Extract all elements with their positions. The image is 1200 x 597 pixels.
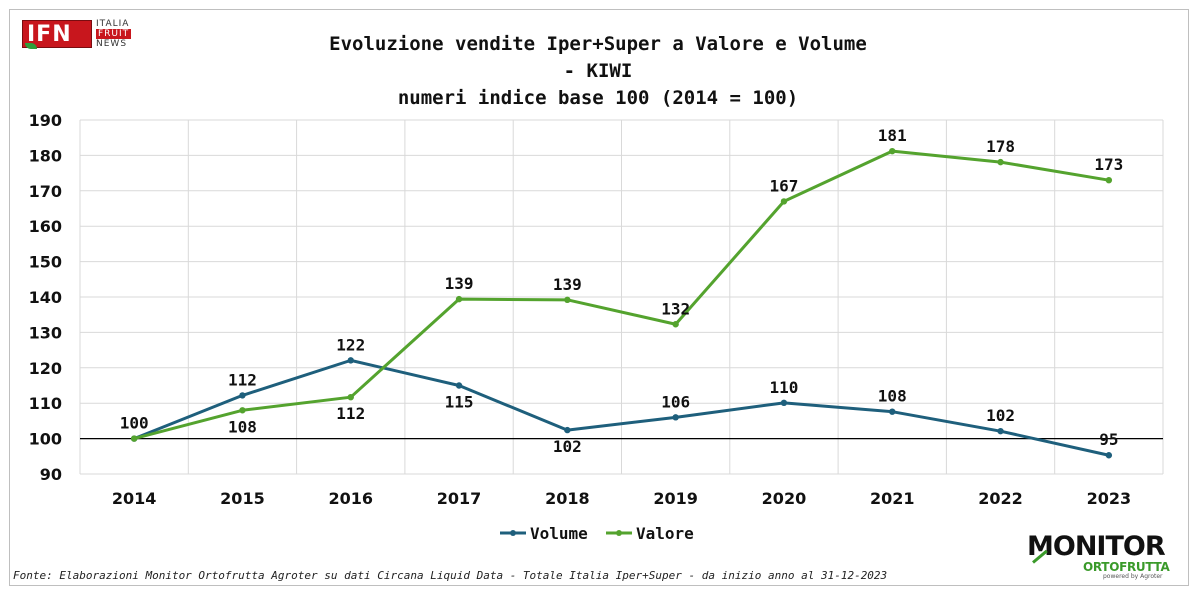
x-tick-label: 2020 [762,489,807,508]
x-tick-label: 2017 [437,489,482,508]
data-label-volume: 122 [336,335,365,354]
x-tick-label: 2015 [220,489,265,508]
data-label-valore: 139 [553,275,582,294]
x-tick-label: 2019 [653,489,698,508]
y-tick-label: 140 [29,288,62,307]
data-label-volume: 95 [1099,430,1118,449]
y-tick-label: 90 [40,465,62,484]
data-point-valore [997,158,1004,166]
y-tick-label: 180 [29,146,62,165]
source-note: Fonte: Elaborazioni Monitor Ortofrutta A… [13,569,888,582]
data-point-valore [889,147,896,155]
ifn-logo-news: NEWS [96,39,128,49]
data-point-volume [455,382,463,389]
data-point-valore [672,321,679,328]
monitor-logo-powered: powered by Agroter [1103,573,1163,580]
series-line-valore [133,149,1110,441]
monitor-logo-text: MONITOR [1027,531,1166,562]
data-label-valore: 178 [986,137,1015,156]
legend-marker-volume [510,530,516,536]
data-point-volume [672,414,679,421]
y-tick-label: 100 [29,430,62,449]
chart-title-line: numeri indice base 100 (2014 = 100) [398,87,798,109]
monitor-ortofrutta-logo: MONITOR ORTOFRUTTA powered by Agroter [1027,531,1187,583]
data-point-valore [780,198,788,205]
legend-label-volume: Volume [530,524,588,543]
chart-frame [9,9,1189,586]
data-point-valore [347,393,354,401]
x-tick-label: 2018 [545,489,590,508]
chart-title-line: - KIWI [564,60,633,82]
data-point-volume [889,408,896,415]
data-point-volume [780,399,788,407]
data-point-valore [130,435,138,442]
data-label-valore: 132 [661,299,690,318]
y-tick-label: 130 [29,323,62,342]
chart-grid [79,119,1164,475]
data-label-volume: 102 [986,406,1015,425]
data-label-volume: 100 [120,414,149,433]
data-point-volume [239,392,246,399]
series-line-volume [133,358,1110,457]
ifn-logo-fruit: FRUIT [96,29,132,39]
data-label-valore: 139 [445,274,474,293]
x-tick-label: 2023 [1087,489,1132,508]
y-tick-label: 120 [29,359,62,378]
data-label-valore: 181 [878,126,907,145]
ifn-logo-badge: IFN [22,20,92,49]
x-tick-label: 2016 [328,489,373,508]
x-tick-label: 2014 [112,489,157,508]
data-label-valore: 167 [769,176,798,195]
data-label-valore: 112 [336,404,365,423]
data-label-volume: 112 [228,370,257,389]
data-point-valore [1105,176,1113,184]
x-tick-label: 2021 [870,489,915,508]
monitor-logo-subtitle: ORTOFRUTTA [1083,560,1170,574]
ifn-logo-words: ITALIA FRUIT NEWS [96,19,146,49]
data-point-volume [997,427,1004,435]
chart-title: Evoluzione vendite Iper+Super a Valore e… [329,33,867,109]
ifn-logo-italia: ITALIA [96,19,130,29]
data-label-valore: 173 [1094,155,1123,174]
data-label-volume: 115 [445,393,474,412]
y-tick-label: 150 [29,253,62,272]
ifn-logo-text: IFN [27,22,72,47]
chart-title-line: Evoluzione vendite Iper+Super a Valore e… [329,33,867,55]
data-point-valore [564,296,571,304]
data-label-valore: 108 [228,417,257,436]
data-point-valore [239,407,246,414]
y-tick-label: 170 [29,182,62,201]
data-point-volume [564,426,571,434]
data-label-volume: 106 [661,392,690,411]
x-tick-label: 2022 [978,489,1023,508]
y-tick-label: 190 [29,111,62,130]
chart-legend: Volume Valore [500,524,694,543]
data-label-volume: 110 [769,378,798,397]
data-label-volume: 102 [553,437,582,456]
y-tick-label: 160 [29,217,62,236]
data-label-volume: 108 [878,387,907,406]
data-point-valore [455,295,463,303]
data-point-volume [1105,452,1113,459]
y-tick-label: 110 [29,394,62,413]
chart-series [130,147,1113,459]
data-point-volume [347,357,354,364]
leaf-icon [25,43,37,49]
x-axis-ticks: 2014 2015 2016 2017 2018 2019 2020 2021 2022 2023 [112,489,1131,508]
data-labels: 100 112 122 115 102 106 110 108 102 95 108 112 139 13… [120,126,1124,456]
legend-marker-valore [616,530,622,536]
legend-label-valore: Valore [636,524,694,543]
y-axis-ticks: 90 100 110 120 130 140 150 160 170 180 190 [29,111,62,484]
